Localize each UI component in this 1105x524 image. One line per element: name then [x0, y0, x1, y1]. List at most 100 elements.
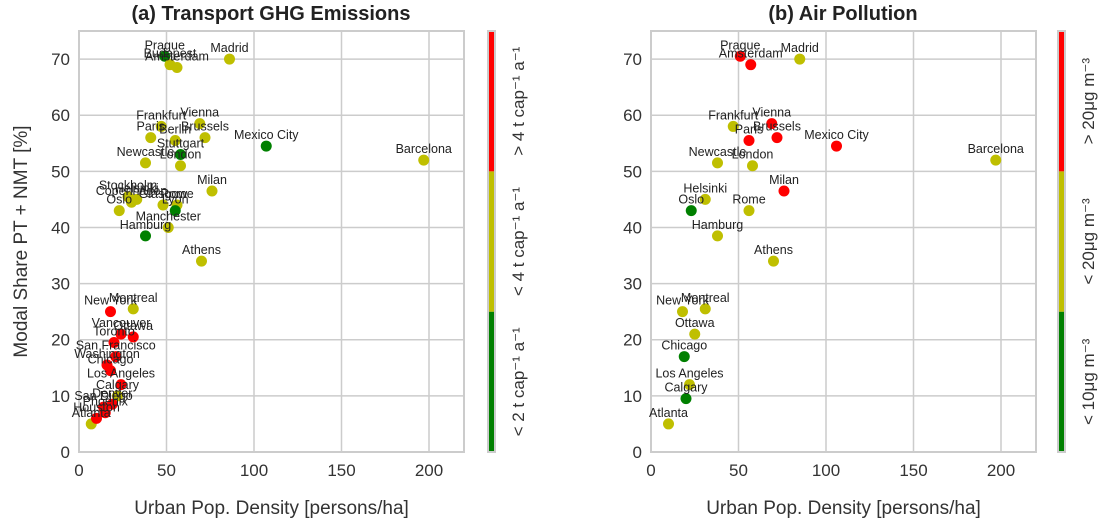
data-point: [91, 412, 102, 424]
x-axis-label: Urban Pop. Density [persons/ha]: [706, 498, 981, 519]
data-label: New York: [656, 294, 710, 308]
colorbar-segment: [1058, 171, 1065, 312]
y-tick-label: 30: [623, 275, 642, 294]
x-tick-labels: 0 50 100 150 200: [646, 461, 1015, 480]
colorbar-segment: [1058, 31, 1065, 172]
data-label: Helsinki: [115, 181, 159, 195]
data-label: Madrid: [210, 41, 248, 55]
colorbar: < 2 t cap⁻¹ a⁻¹ < 4 t cap⁻¹ a⁻¹ > 4 t cap⁻…: [487, 30, 528, 453]
y-tick-label: 60: [51, 106, 70, 125]
colorbar-label: < 2 t cap⁻¹ a⁻¹: [509, 327, 528, 436]
x-axis-label: Urban Pop. Density [persons/ha]: [134, 498, 409, 519]
data-point: [699, 193, 711, 205]
data-label: Manchester: [136, 209, 201, 223]
x-tick-label: 100: [812, 461, 840, 480]
colorbar-label: < 20μg m⁻³: [1079, 198, 1098, 285]
data-label: Montreal: [681, 291, 730, 305]
data-label: Newcastle: [117, 145, 175, 159]
data-point: [157, 199, 169, 211]
chart-title: (b) Air Pollution: [768, 3, 917, 25]
data-point: [112, 390, 123, 402]
data-point: [155, 120, 167, 132]
data-point: [734, 50, 746, 62]
colorbar-segment: [488, 171, 495, 312]
data-point: [108, 337, 120, 349]
data-point: [175, 148, 186, 160]
data-label: Stuttgart: [157, 136, 205, 150]
data-point: [712, 157, 723, 169]
data-point: [768, 255, 779, 267]
data-label: Chicago: [661, 339, 707, 353]
data-point: [727, 120, 739, 132]
data-point: [199, 132, 211, 144]
data-label: Oslo: [678, 193, 704, 207]
data-point: [663, 418, 674, 430]
data-label: Atlanta: [649, 406, 688, 420]
data-label: Athens: [182, 243, 221, 257]
gridlines: [650, 31, 1036, 453]
data-label: San Francisco: [76, 339, 156, 353]
data-point: [105, 306, 116, 318]
data-label: London: [160, 148, 202, 162]
y-tick-label: 70: [623, 50, 642, 69]
data-point: [171, 61, 183, 73]
data-point: [778, 185, 790, 197]
colorbar: < 10μg m⁻³ < 20μg m⁻³ > 20μg m⁻³: [1057, 30, 1098, 453]
x-tick-label: 150: [899, 461, 927, 480]
plot-area: [78, 30, 465, 453]
data-point: [145, 132, 157, 144]
data-label: San Diego: [74, 389, 132, 403]
data-point: [175, 160, 186, 172]
panel-air-pollution: 0 50 100 150 200 0 10 20 30 40 50 60 70 PragueAmste…: [623, 3, 1098, 519]
x-tick-label: 0: [74, 461, 83, 480]
x-tick-label: 200: [415, 461, 443, 480]
data-point: [260, 140, 272, 152]
data-label: Ottawa: [113, 319, 153, 333]
data-point: [677, 306, 688, 318]
data-point: [169, 134, 181, 146]
data-label: Rome: [732, 193, 765, 207]
y-tick-label: 10: [51, 387, 70, 406]
x-tick-label: 50: [729, 461, 748, 480]
data-point: [194, 118, 206, 130]
gridlines: [78, 31, 464, 453]
x-tick-label: 100: [240, 461, 268, 480]
colorbar-label: < 4 t cap⁻¹ a⁻¹: [509, 187, 528, 296]
data-point: [99, 407, 111, 419]
data-point: [159, 50, 171, 62]
data-point: [126, 196, 137, 208]
data-label: Atlanta: [72, 406, 111, 420]
data-label: Brussels: [753, 120, 801, 134]
data-label: Copenhagen: [96, 184, 168, 198]
plot-area: [650, 30, 1037, 453]
data-point: [680, 393, 692, 405]
data-label: Calgary: [96, 378, 140, 392]
data-point: [831, 140, 842, 152]
data-label: Lyon: [162, 193, 189, 207]
data-point: [712, 230, 723, 242]
data-label: New York: [84, 294, 138, 308]
x-tick-label: 150: [327, 461, 355, 480]
data-point: [418, 154, 430, 166]
data-label: Hamburg: [692, 218, 743, 232]
chart-title: (a) Transport GHG Emissions: [132, 3, 411, 25]
data-point: [105, 365, 116, 377]
data-point: [794, 53, 806, 65]
data-point: [743, 205, 755, 217]
colorbar-border: [1057, 30, 1066, 453]
data-label: Glasgow: [139, 187, 189, 201]
y-tick-label: 50: [623, 162, 642, 181]
data-label: Vancouver: [92, 316, 151, 330]
data-label: Stockholm: [99, 179, 157, 193]
data-label: Amsterdam: [145, 49, 209, 63]
data-label: Calgary: [664, 381, 708, 395]
data-label: Vienna: [752, 106, 791, 120]
y-tick-label: 30: [51, 275, 70, 294]
y-tick-label: 0: [633, 443, 642, 462]
data-label: Oslo: [106, 193, 132, 207]
x-tick-label: 0: [646, 461, 655, 480]
y-tick-label: 40: [51, 218, 70, 237]
data-point: [685, 205, 697, 217]
